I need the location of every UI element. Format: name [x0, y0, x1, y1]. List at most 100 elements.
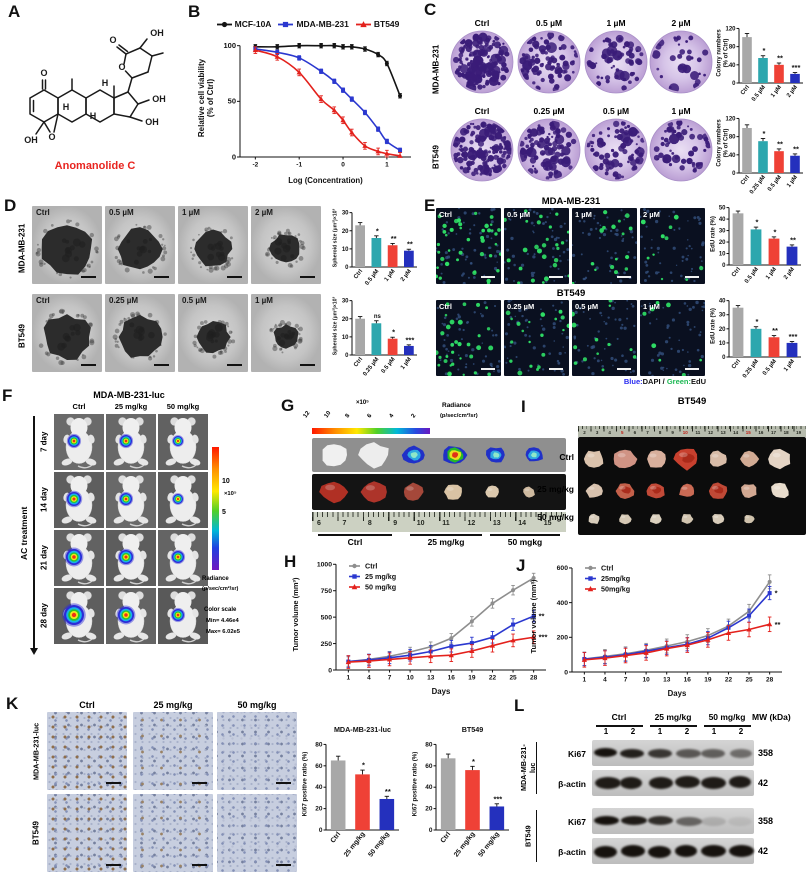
bar	[750, 229, 762, 265]
x-tick-label: 22	[489, 675, 497, 682]
y-tick-label: 10	[342, 247, 349, 253]
spheroid-drawing	[32, 294, 102, 372]
mouse-image	[54, 472, 104, 528]
panel-f-col-header: Ctrl	[72, 402, 86, 411]
tumor-volume-chart-mdamb231: 0 250 500 750 1000 1 4 7 10 13 16 19 22 25 28 Days Tumor…	[291, 562, 547, 696]
y-tick-label: 120	[725, 26, 736, 32]
ruler-number: 2	[583, 430, 586, 435]
panel-b-legend: MCF-10A MDA-MB-231 BT549	[194, 19, 422, 29]
y-axis-label: Tumor volume (mm³)	[529, 579, 538, 654]
mw-value: 358	[758, 816, 774, 826]
radiance-label: Radiance	[442, 402, 471, 409]
y-tick-label: 60	[315, 763, 323, 770]
scale-exponent: ×10⁵	[356, 400, 369, 406]
y-tick-label: 60	[425, 763, 433, 770]
dose-label: 1 µM	[643, 302, 660, 311]
y-tick-label: 200	[557, 635, 569, 642]
dose-label: 1 µM	[255, 296, 273, 305]
exvivo-luminescence-panel	[312, 438, 566, 472]
x-category-label: Ctrl	[740, 84, 751, 96]
mw-value: 42	[758, 778, 769, 788]
square-marker-icon	[278, 21, 294, 27]
scale-bar	[481, 276, 495, 278]
panel-i-title: BT549	[677, 396, 707, 407]
color-scale-max: Max= 6.02e5	[206, 629, 241, 635]
spheroid-blob	[189, 226, 234, 273]
y-tick-label: 50	[228, 97, 236, 106]
y-tick-label: 500	[321, 614, 333, 621]
x-category-label: 0.25 µM	[362, 357, 380, 378]
bioluminescence-spot	[116, 605, 136, 625]
protein-band	[648, 815, 674, 825]
y-axis-label: Spheroid size (µm²)×10³	[333, 296, 339, 355]
scale-tick: 4	[388, 413, 396, 420]
x-tick-label: 22	[725, 677, 733, 684]
spheroid-image: 0.5 µM	[178, 294, 248, 372]
bioluminescence-spot	[66, 433, 82, 449]
x-category-label: 0.5 µM	[751, 85, 767, 103]
protein-label: β-actin	[558, 847, 586, 857]
lane-group-header: 50 mg/kg	[708, 712, 746, 722]
panel-f-row-label: 28 day	[39, 603, 49, 629]
y-tick-label: 120	[725, 116, 736, 122]
protein-band	[701, 776, 726, 789]
x-category-label: 2 µM	[783, 267, 796, 281]
spheroid-image: 1 µM	[251, 294, 321, 372]
ki67-chart-bt549: 0 20 40 60 80 Ki67 positive ratio (%) BT549 Ctr…	[412, 725, 509, 859]
colony-dish	[450, 118, 514, 182]
ruler-number: 6	[317, 520, 321, 527]
y-tick-label: 30	[719, 229, 726, 235]
ruler-number: 18	[783, 430, 789, 435]
ihc-image	[133, 794, 213, 872]
ruler-number: 3	[595, 430, 599, 435]
x-category-label: Ctrl	[440, 831, 453, 845]
panel-d-cellline: MDA-MB-231	[17, 223, 27, 273]
y-axis-label: Ki67 positive ratio (%)	[302, 752, 309, 817]
radiance-colorbar	[212, 447, 219, 570]
edu-dots	[640, 208, 705, 283]
ruler-number: 19	[796, 430, 802, 435]
ruler-number: 12	[707, 430, 713, 435]
y-tick-label: 80	[425, 741, 433, 748]
dose-label: Ctrl	[36, 296, 50, 305]
significance: *	[775, 589, 778, 598]
ki67-chart-mdamb231: 0 20 40 60 80 Ki67 positive ratio (%) MDA-MB-2…	[302, 725, 399, 858]
mouse-image	[106, 588, 156, 644]
y-tick-label: 10	[342, 335, 349, 341]
bar	[465, 770, 480, 830]
down-arrow-icon	[30, 648, 38, 655]
x-category-label: 2 µM	[786, 85, 799, 99]
ruler: 6 7 8 9 10 11 12 13 14 15	[312, 512, 566, 532]
bar	[371, 323, 382, 355]
ruler: 2 3 4 5 6 7 8 9 10 11 12 13 14 15 16 17 18 19	[578, 426, 806, 437]
mouse-image	[158, 414, 208, 470]
y-axis-label: EdU rate (%)	[711, 216, 717, 252]
spheroid-drawing	[251, 206, 321, 284]
x-tick-label: -1	[296, 162, 302, 169]
bar	[404, 250, 414, 267]
bar	[440, 758, 456, 830]
bioluminescence-spot	[170, 549, 186, 565]
lane-number: 2	[738, 727, 744, 736]
scale-bar	[481, 368, 495, 370]
x-tick-label: 4	[603, 677, 607, 684]
protein-band	[620, 844, 646, 857]
bar	[404, 345, 414, 355]
group-underline	[704, 725, 751, 727]
bioluminescence-spot	[118, 491, 134, 507]
atom-h-2: H	[90, 111, 97, 121]
edu-drawing	[572, 208, 637, 284]
chemical-structure: O O O OH OH OH OH O H H H	[24, 28, 166, 145]
edu-drawing	[572, 300, 637, 376]
blot-strip	[592, 808, 754, 834]
edu-image: 0.5 µM	[504, 208, 569, 284]
ruler-number: 9	[393, 520, 398, 527]
panel-letter-f: F	[2, 386, 13, 405]
protein-band	[675, 748, 701, 758]
x-category-label: 25 mg/kg	[453, 831, 477, 859]
bar	[774, 151, 784, 173]
significance: *	[763, 129, 766, 138]
colorbar-tick-lo: 5	[222, 509, 226, 516]
series-line	[584, 581, 771, 660]
